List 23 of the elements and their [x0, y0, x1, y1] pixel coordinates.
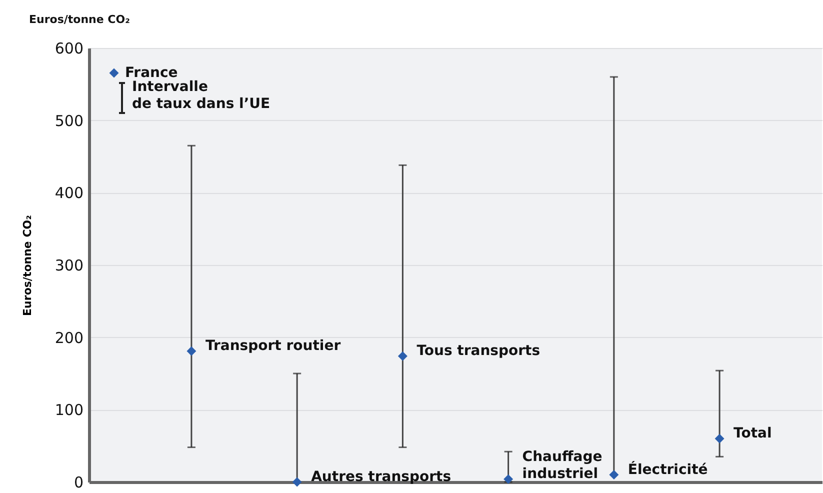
point [186, 346, 196, 356]
legend-label: France [125, 65, 178, 81]
annotation: Total [734, 426, 772, 442]
y-tick-label: 600 [54, 40, 84, 58]
y-tick-label: 200 [54, 328, 84, 347]
annotation: Chauffage industriel [522, 449, 602, 482]
y-tick-label: 100 [54, 401, 84, 420]
point [714, 434, 724, 444]
annotation: Autres transports [311, 469, 452, 485]
point [609, 470, 619, 480]
annotation: Transport routier [205, 338, 341, 354]
point [292, 477, 302, 487]
point [504, 474, 514, 484]
annotation: Intervalle de taux dans l’UE [132, 79, 270, 113]
chart-title: Euros/tonne CO₂ [29, 13, 130, 26]
y-tick-label: 0 [74, 474, 84, 492]
annotation: Électricité [628, 460, 708, 478]
y-tick-label: 400 [54, 184, 84, 202]
annotation: Tous transports [416, 343, 540, 360]
point [398, 351, 408, 361]
y-tick-label: 500 [54, 112, 84, 130]
y-tick-label: 300 [54, 256, 84, 274]
y-axis-title: Euros/tonne CO₂ [20, 214, 34, 316]
